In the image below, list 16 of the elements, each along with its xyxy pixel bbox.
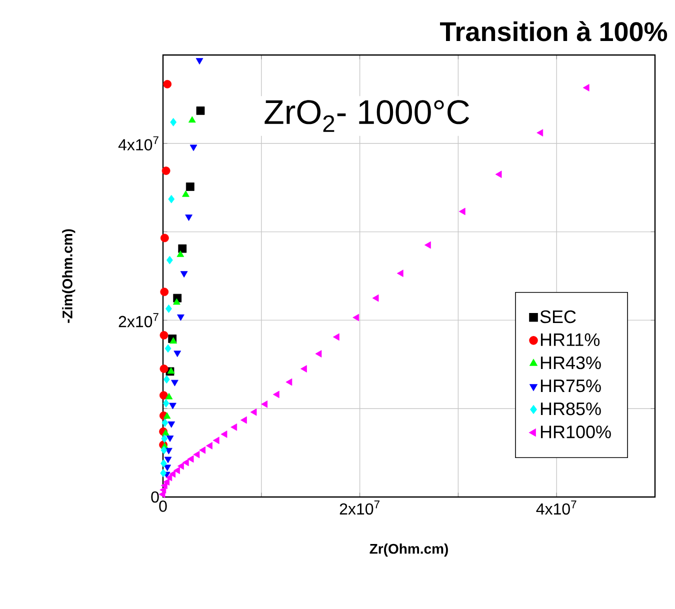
legend-label: HR85% — [540, 402, 601, 416]
legend-label: SEC — [540, 310, 576, 324]
x-tick-label: 4x10$^{7}$ — [536, 500, 576, 515]
chart-title: Transition à 100% — [440, 21, 668, 42]
y-tick-label: 2x10$^{7}$ — [118, 313, 158, 328]
y-tick-label: 0 — [151, 491, 159, 503]
y-axis-title: -Zim(Ohm.cm) — [62, 229, 76, 323]
x-tick-label: 0 — [159, 500, 167, 512]
y-tick-label: 4x10$^{7}$ — [118, 136, 158, 150]
x-tick-label: 2x10$^{7}$ — [340, 500, 380, 515]
legend-label: HR75% — [540, 379, 601, 392]
annotation: ZrO$_{2}$- 1000°C — [264, 100, 470, 132]
x-axis-title: Zr(Ohm.cm) — [370, 544, 448, 557]
legend-label: HR43% — [540, 356, 601, 370]
legend-label: HR11% — [540, 333, 600, 346]
legend-label: HR100% — [540, 426, 611, 438]
